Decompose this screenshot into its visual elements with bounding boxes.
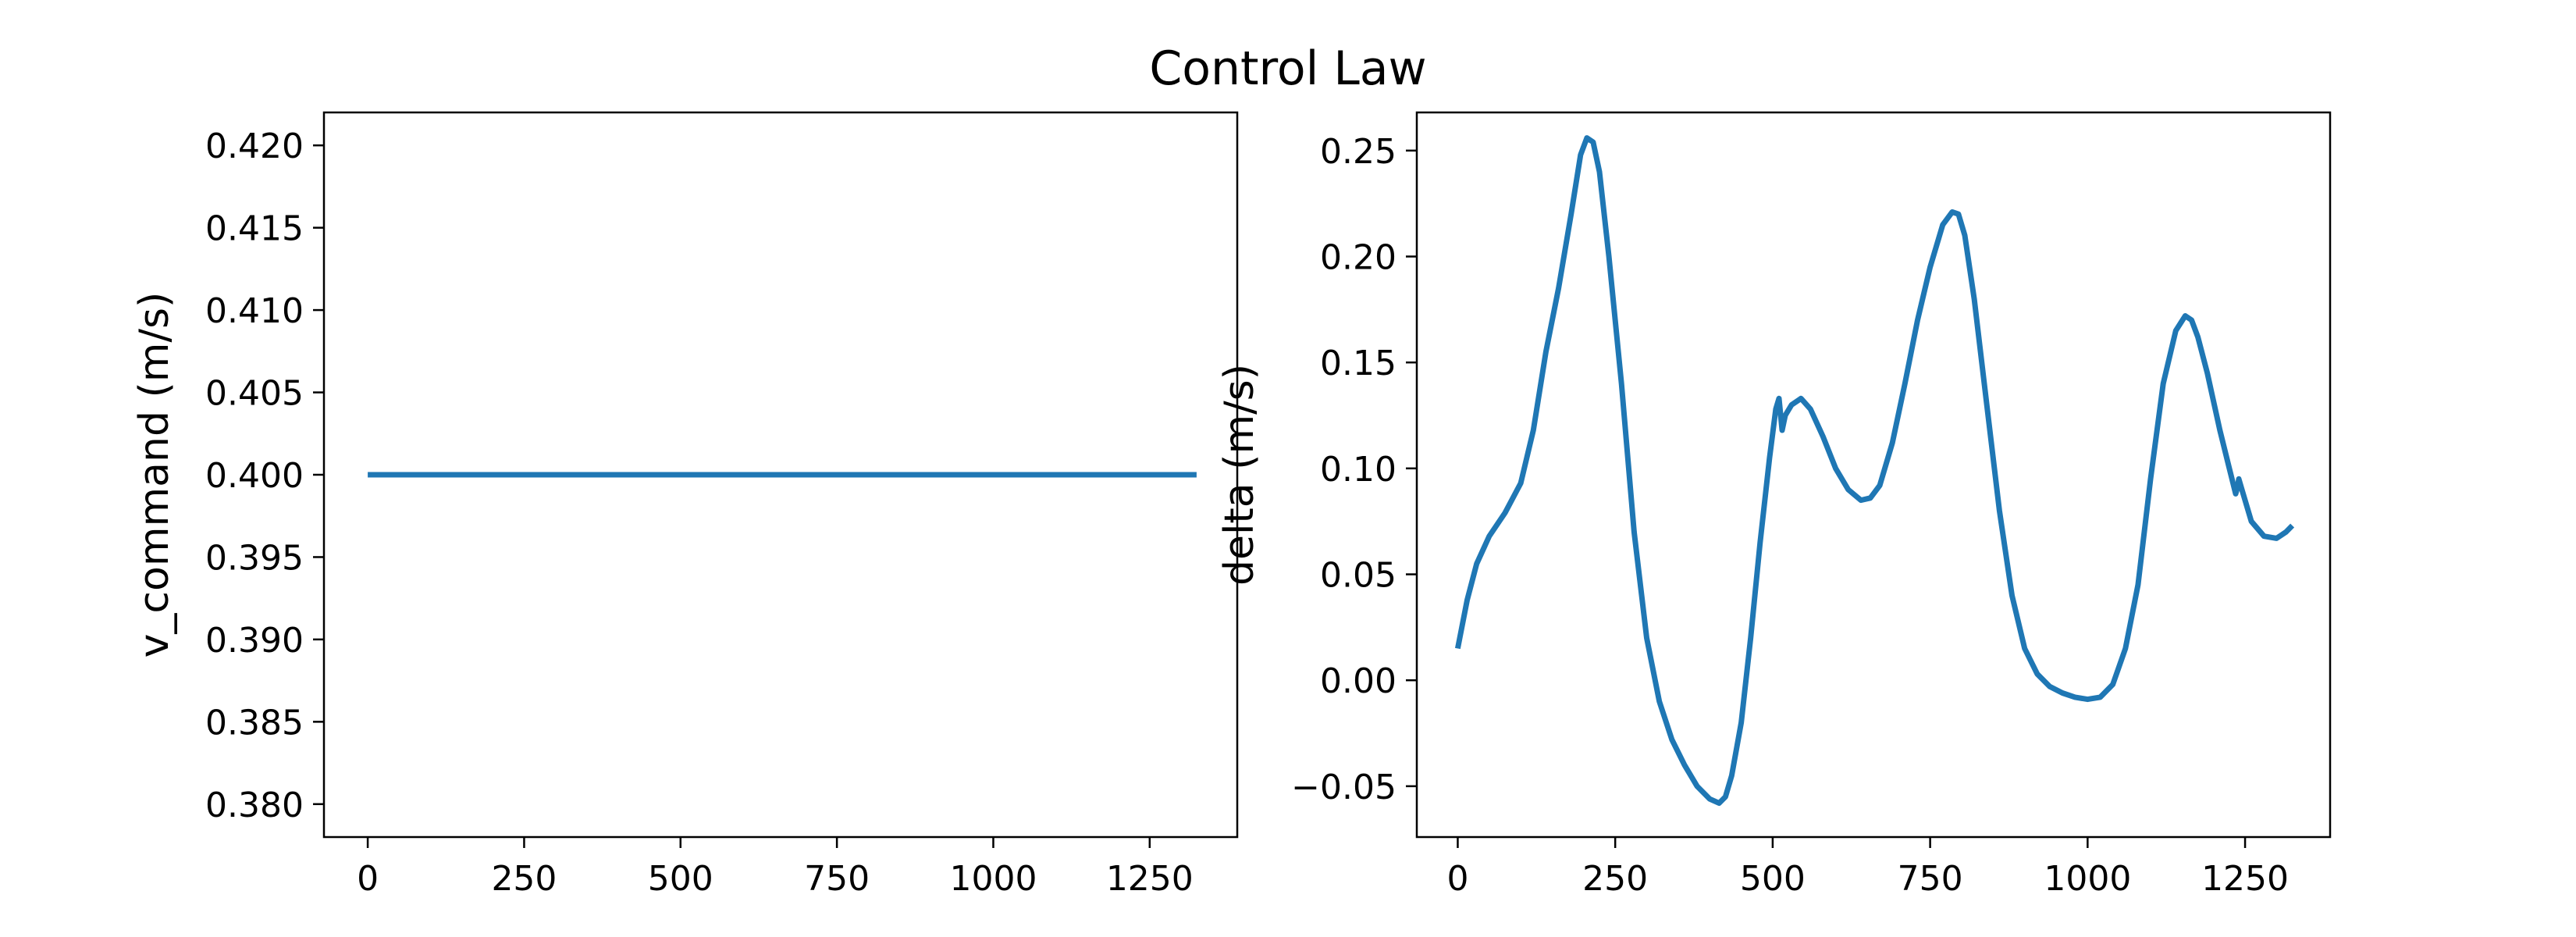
series-line-0 <box>1454 135 2295 807</box>
y-axis-label: delta (m/s) <box>1216 364 1263 586</box>
x-tick-label: 1250 <box>1106 859 1194 899</box>
x-tick-label: 750 <box>804 859 870 899</box>
y-tick-label: 0.380 <box>205 786 304 825</box>
x-tick-label: 1000 <box>2044 859 2131 899</box>
y-tick-label: 0.05 <box>1320 556 1397 596</box>
y-tick-label: 0.410 <box>205 291 304 331</box>
y-tick-label: 0.395 <box>205 538 304 578</box>
figure-title: Control Law <box>1149 41 1426 96</box>
y-tick-label: −0.05 <box>1291 768 1397 807</box>
y-tick-label: 0.415 <box>205 209 304 249</box>
x-tick-label: 1000 <box>949 859 1037 899</box>
x-tick-label: 500 <box>648 859 713 899</box>
x-tick-label: 0 <box>357 859 379 899</box>
y-tick-label: 0.405 <box>205 374 304 414</box>
y-tick-label: 0.25 <box>1320 132 1397 172</box>
y-tick-label: 0.00 <box>1320 661 1397 701</box>
y-tick-label: 0.390 <box>205 621 304 661</box>
y-tick-label: 0.10 <box>1320 450 1397 490</box>
y-tick-label: 0.420 <box>205 126 304 166</box>
right-panel-delta: 0 250 500 750 1000 1250 −0.05 0.00 0.05 0.10 0.15 0… <box>1216 111 2332 899</box>
y-axis-label: v_command (m/s) <box>131 292 178 658</box>
x-tick-label: 250 <box>491 859 557 899</box>
x-tick-label: 500 <box>1740 859 1806 899</box>
y-tick-label: 0.20 <box>1320 238 1397 278</box>
y-tick-label: 0.15 <box>1320 344 1397 383</box>
x-tick-label: 1250 <box>2201 859 2289 899</box>
x-tick-label: 0 <box>1446 859 1468 899</box>
x-tick-label: 750 <box>1898 859 1963 899</box>
y-tick-label: 0.385 <box>205 703 304 743</box>
x-tick-label: 250 <box>1582 859 1648 899</box>
y-tick-label: 0.400 <box>205 456 304 496</box>
left-panel-v-command: 0 250 500 750 1000 1250 0.380 0.385 0.390 0.395 0.… <box>131 111 1239 899</box>
axes-frame <box>1415 111 2332 839</box>
